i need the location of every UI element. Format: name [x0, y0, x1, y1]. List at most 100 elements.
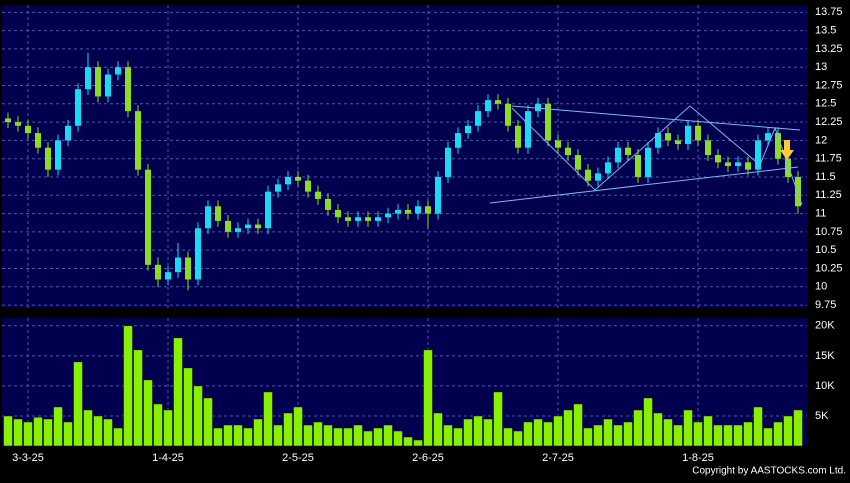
volume-bar — [193, 385, 203, 447]
y-tick-label: 20K — [815, 320, 835, 332]
candle-body — [225, 220, 231, 232]
volume-bar — [643, 397, 653, 447]
candle-body — [365, 217, 371, 221]
volume-bar — [133, 349, 143, 447]
volume-bar — [653, 412, 663, 447]
volume-bar — [183, 367, 193, 447]
marks — [3, 52, 803, 447]
volume-bar — [483, 418, 493, 447]
candle-body — [85, 67, 91, 90]
volume-bar — [783, 415, 793, 447]
candle-body — [305, 180, 311, 192]
volume-bar — [753, 406, 763, 447]
volume-bar — [763, 427, 773, 447]
candle-body — [505, 103, 511, 126]
volume-bar — [343, 427, 353, 447]
candle-body — [635, 155, 641, 177]
y-tick-label: 10.5 — [815, 244, 836, 256]
volume-bar — [513, 430, 523, 447]
volume-bar — [113, 427, 123, 447]
volume-bar — [23, 421, 33, 447]
candle-body — [105, 74, 111, 97]
candle-body — [45, 147, 51, 170]
volume-bar — [573, 403, 583, 447]
y-tick-label: 12.25 — [815, 116, 843, 128]
y-tick-label: 10.75 — [815, 226, 843, 238]
signal-arrow — [780, 140, 794, 160]
y-tick-label: 13 — [815, 61, 827, 73]
candle-body — [725, 162, 731, 167]
volume-bar — [323, 424, 333, 447]
volume-bar — [143, 379, 153, 447]
candle-body — [535, 103, 541, 112]
volume-bar — [493, 391, 503, 447]
volume-bar — [583, 427, 593, 447]
volume-bar — [773, 421, 783, 447]
candle-body — [485, 100, 491, 112]
y-tick-label: 11.5 — [815, 171, 836, 183]
volume-bar — [263, 391, 273, 447]
candle-body — [745, 162, 751, 170]
volume-bar — [223, 424, 233, 447]
volume-bar — [33, 416, 43, 447]
candle-body — [355, 217, 361, 221]
volume-bar — [793, 409, 803, 447]
volume-bar — [593, 424, 603, 447]
support-line — [489, 166, 799, 204]
volume-bar — [203, 397, 213, 447]
candle-body — [675, 140, 681, 145]
candle-body — [475, 111, 481, 126]
volume-bar — [413, 439, 423, 447]
candle-body — [385, 213, 391, 218]
price-panel — [2, 5, 807, 308]
y-tick-label: 10.25 — [815, 262, 843, 274]
candle-body — [405, 209, 411, 214]
candle-body — [605, 162, 611, 174]
candle-body — [285, 176, 291, 185]
candle-body — [515, 125, 521, 148]
candle-body — [455, 133, 461, 148]
candle-body — [395, 209, 401, 214]
candle-body — [35, 133, 41, 148]
y-tick-label: 12.75 — [815, 79, 843, 91]
y-tick-label: 13.5 — [815, 25, 836, 37]
candle-body — [75, 89, 81, 126]
candle-body — [335, 209, 341, 218]
volume-bar — [743, 421, 753, 447]
candle-body — [95, 67, 101, 97]
volume-bar — [173, 337, 183, 447]
candle-body — [685, 125, 691, 145]
volume-bar — [733, 424, 743, 447]
volume-bar — [153, 403, 163, 447]
candle-body — [415, 206, 421, 214]
volume-bar — [303, 424, 313, 447]
x-tick-label: 1-8-25 — [682, 452, 714, 464]
x-tick-label: 3-3-25 — [12, 452, 44, 464]
volume-bar — [353, 424, 363, 447]
x-tick-label: 2-6-25 — [412, 452, 444, 464]
y-tick-label: 11.25 — [815, 189, 842, 201]
volume-bar — [43, 418, 53, 447]
candle-body — [585, 169, 591, 181]
volume-bar — [53, 406, 63, 447]
candle-body — [445, 147, 451, 177]
candle-body — [565, 147, 571, 156]
candle-body — [295, 176, 301, 181]
volume-bar — [563, 409, 573, 447]
volume-bar — [603, 418, 613, 447]
volume-bar — [663, 418, 673, 447]
candle-body — [65, 125, 71, 141]
candle-body — [465, 125, 471, 134]
volume-bar — [443, 424, 453, 447]
candle-body — [145, 169, 151, 265]
volume-bar — [543, 421, 553, 447]
copyright: Copyright by AASTOCKS.com Ltd. — [692, 466, 846, 477]
candle-body — [185, 257, 191, 280]
volume-bar — [283, 412, 293, 447]
candle-body — [595, 173, 601, 181]
candle-body — [275, 184, 281, 192]
candle-body — [135, 111, 141, 170]
y-tick-label: 10K — [815, 380, 835, 392]
x-tick-label: 1-4-25 — [152, 452, 184, 464]
